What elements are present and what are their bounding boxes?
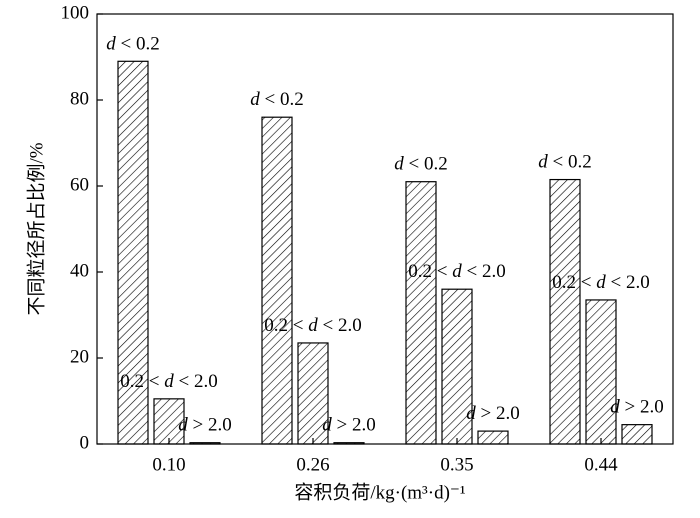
x-axis-label: 容积负荷/kg·(m³·d)⁻¹ bbox=[294, 481, 466, 503]
bar-label: d > 2.0 bbox=[178, 415, 231, 436]
bar-label: d < 0.2 bbox=[538, 152, 591, 173]
y-tick-label: 0 bbox=[80, 432, 90, 453]
y-tick-label: 60 bbox=[70, 174, 89, 195]
bar bbox=[405, 181, 437, 445]
bar bbox=[549, 178, 581, 445]
bar-label: d < 0.2 bbox=[394, 154, 447, 175]
bar-label: d > 2.0 bbox=[322, 415, 375, 436]
x-tick-label: 0.35 bbox=[440, 454, 473, 475]
bar bbox=[621, 424, 653, 445]
y-tick-label: 20 bbox=[70, 346, 89, 367]
x-tick-label: 0.10 bbox=[152, 454, 185, 475]
bar-label: 0.2 < d < 2.0 bbox=[120, 371, 217, 392]
bar-label: d < 0.2 bbox=[250, 90, 303, 111]
plot-frame bbox=[96, 13, 674, 445]
x-tick-label: 0.44 bbox=[584, 454, 618, 475]
bar-label: d > 2.0 bbox=[610, 397, 663, 418]
y-tick-label: 100 bbox=[61, 2, 90, 23]
bar-label: 0.2 < d < 2.0 bbox=[408, 262, 505, 283]
bar-label: d < 0.2 bbox=[106, 34, 159, 55]
x-tick-label: 0.26 bbox=[296, 454, 329, 475]
bar bbox=[441, 288, 473, 445]
bar bbox=[297, 342, 329, 445]
bar bbox=[117, 60, 149, 445]
bar bbox=[189, 442, 221, 445]
bar-label: 0.2 < d < 2.0 bbox=[264, 315, 361, 336]
y-tick-label: 40 bbox=[70, 260, 89, 281]
bar bbox=[333, 442, 365, 445]
bar bbox=[477, 430, 509, 445]
bar bbox=[261, 116, 293, 445]
y-axis-label: 不同粒径所占比例/% bbox=[25, 142, 47, 315]
bar-label: d > 2.0 bbox=[466, 403, 519, 424]
bar bbox=[585, 299, 617, 445]
bar bbox=[153, 398, 185, 445]
y-tick-label: 80 bbox=[70, 88, 89, 109]
bar-label: 0.2 < d < 2.0 bbox=[552, 272, 649, 293]
